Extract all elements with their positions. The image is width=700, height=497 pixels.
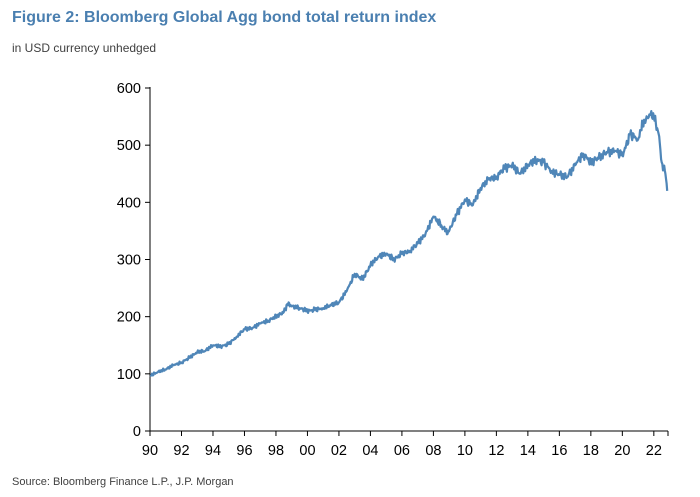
- y-tick-label: 200: [117, 310, 141, 326]
- x-tick-label: 00: [299, 443, 315, 459]
- y-tick-label: 600: [117, 81, 141, 97]
- x-tick-label: 92: [173, 443, 189, 459]
- x-tick-label: 10: [457, 443, 473, 459]
- series-line: [149, 110, 669, 377]
- x-axis: 90 92 94 96 98 00 02 04 06 08 10 12 14 16 18 20 22: [142, 430, 669, 459]
- y-tick-label: 0: [133, 424, 141, 440]
- source-note: Source: Bloomberg Finance L.P., J.P. Mor…: [12, 476, 234, 488]
- x-tick-label: 18: [583, 443, 599, 459]
- x-tick-label: 14: [520, 443, 536, 459]
- y-tick-label: 500: [117, 138, 141, 154]
- x-tick-label: 06: [394, 443, 410, 459]
- series-group: [149, 110, 669, 377]
- y-tick-label: 400: [117, 195, 141, 211]
- chart-subtitle: in USD currency unhedged: [12, 41, 157, 55]
- x-tick-label: 90: [142, 443, 158, 459]
- y-tick-label: 100: [117, 367, 141, 383]
- x-tick-label: 22: [646, 443, 662, 459]
- x-tick-label: 98: [268, 443, 284, 459]
- x-tick-label: 20: [614, 443, 630, 459]
- x-tick-label: 02: [331, 443, 347, 459]
- x-tick-label: 94: [205, 443, 221, 459]
- x-tick-label: 12: [488, 443, 504, 459]
- x-tick-label: 04: [362, 443, 378, 459]
- y-tick-label: 300: [117, 253, 141, 269]
- chart-title: Figure 2: Bloomberg Global Agg bond tota…: [12, 9, 437, 26]
- x-tick-label: 96: [236, 443, 252, 459]
- y-axis: 0 100 200 300 400 500 600: [117, 81, 151, 440]
- x-tick-label: 16: [551, 443, 567, 459]
- x-tick-label: 08: [425, 443, 441, 459]
